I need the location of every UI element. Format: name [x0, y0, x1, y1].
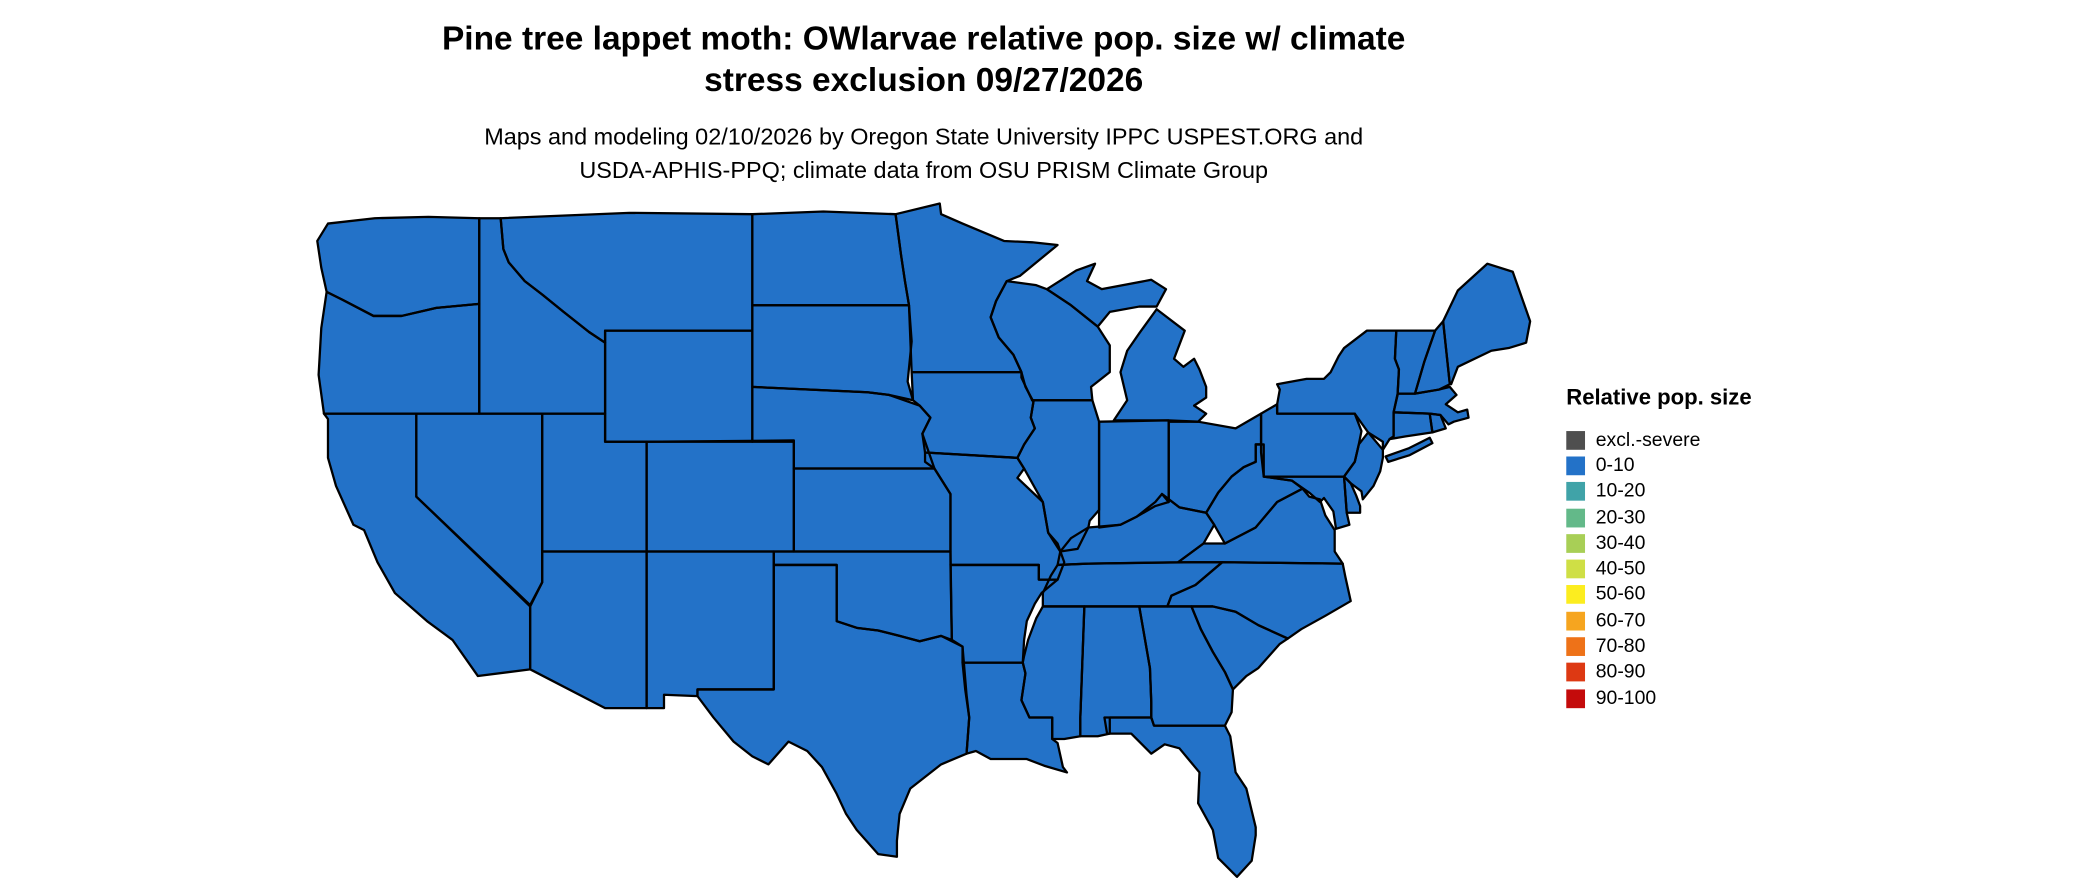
subtitle-line-1: Maps and modeling 02/10/2026 by Oregon S…	[484, 123, 1364, 150]
states-base-fill	[317, 203, 1531, 877]
legend-item: 40-50	[1566, 556, 1751, 582]
title-line-2: stress exclusion 09/27/2026	[704, 61, 1144, 100]
legend-item: 20-30	[1566, 505, 1751, 531]
legend-label: 70-80	[1595, 635, 1646, 658]
legend-swatch	[1566, 559, 1586, 579]
legend-swatch	[1566, 611, 1586, 631]
title-line-1: Pine tree lappet moth: OWlarvae relative…	[441, 20, 1406, 58]
title-block: Pine tree lappet moth: OWlarvae relative…	[0, 19, 1847, 188]
legend-swatch	[1566, 663, 1586, 682]
legend-item: 90-100	[1566, 685, 1751, 711]
legend-swatch	[1566, 430, 1586, 450]
legend-label: 10-20	[1595, 480, 1646, 503]
legend-label: 0-10	[1595, 455, 1635, 477]
legend-item: 30-40	[1566, 530, 1751, 556]
legend-label: excl.-severe	[1595, 429, 1701, 451]
legend-swatch	[1566, 585, 1586, 605]
legend-swatch	[1566, 688, 1586, 708]
legend-swatch	[1566, 456, 1586, 476]
page-subtitle: Maps and modeling 02/10/2026 by Oregon S…	[0, 120, 1847, 187]
legend-item: 0-10	[1566, 453, 1751, 479]
legend-title: Relative pop. size	[1566, 385, 1752, 410]
legend-item: 50-60	[1566, 582, 1751, 608]
legend-item: 70-80	[1566, 634, 1751, 660]
legend-label: 50-60	[1595, 584, 1646, 606]
legend-swatch	[1566, 508, 1586, 527]
legend-label: 60-70	[1595, 610, 1646, 632]
legend-swatch	[1566, 482, 1586, 501]
legend-swatch	[1566, 637, 1586, 656]
legend-label: 30-40	[1595, 532, 1646, 554]
subtitle-line-2: USDA-APHIS-PPQ; climate data from OSU PR…	[579, 156, 1269, 184]
legend-item: 10-20	[1566, 479, 1751, 505]
legend-item: 80-90	[1566, 660, 1751, 686]
legend: Relative pop. size excl.-severe 0-10 10-…	[1566, 385, 1752, 712]
legend-item: excl.-severe	[1566, 427, 1751, 453]
legend-label: 40-50	[1595, 558, 1646, 580]
page-title: Pine tree lappet moth: OWlarvae relative…	[0, 19, 1847, 102]
legend-item: 60-70	[1566, 608, 1751, 634]
legend-swatch	[1566, 533, 1586, 553]
legend-label: 20-30	[1595, 506, 1646, 529]
legend-label: 90-100	[1595, 687, 1657, 709]
legend-label: 80-90	[1595, 661, 1646, 684]
